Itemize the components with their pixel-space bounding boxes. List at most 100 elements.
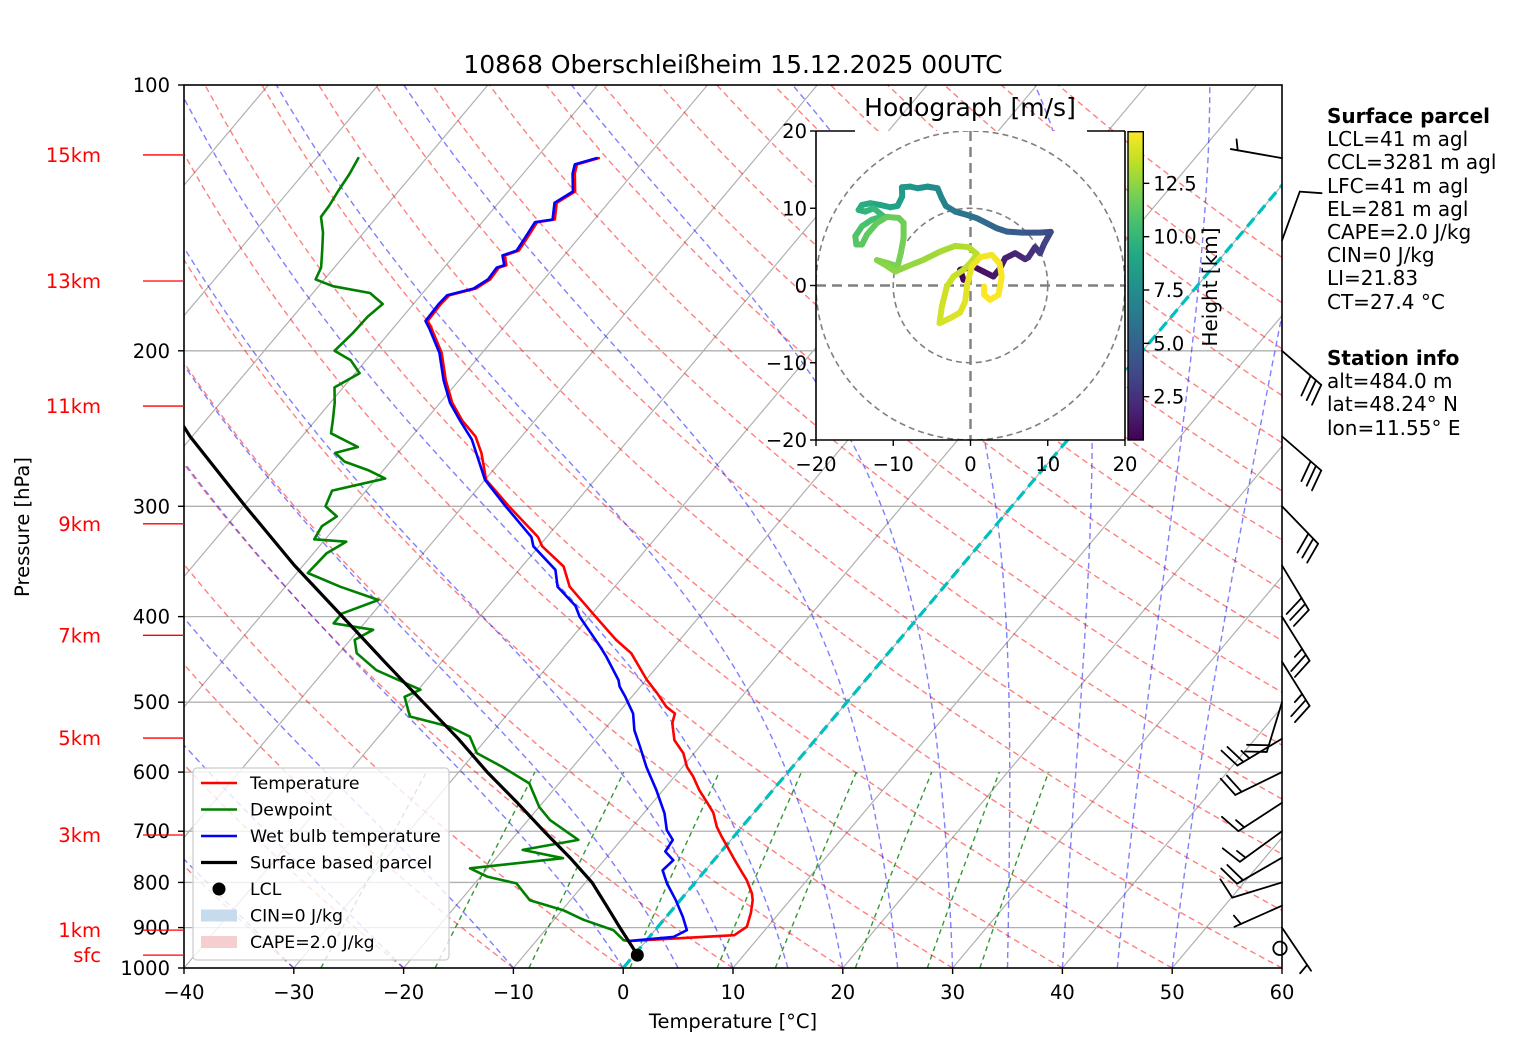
profile-wet-bulb-temperature xyxy=(424,156,689,943)
hodograph-x-tick-label: 10 xyxy=(1035,453,1060,476)
mixing-ratio-line xyxy=(926,771,1000,968)
y-tick-label: 300 xyxy=(133,495,170,518)
wind-barb xyxy=(1281,926,1312,975)
height-marker-label: 9km xyxy=(58,513,101,536)
sounding-profiles xyxy=(184,156,755,962)
wind-barb-shaft xyxy=(1231,881,1283,899)
profile-surface-based-parcel xyxy=(184,423,639,957)
x-tick-label: 40 xyxy=(1050,981,1075,1004)
hodograph-x-tick-label: 0 xyxy=(964,453,976,476)
wind-barb-half xyxy=(1293,693,1304,704)
height-marker-label: 13km xyxy=(46,270,101,293)
hodograph: −20 −10 0 10 20 −20 −10 0 10 20 2.5 5.0 7.5 10.0 12.5 xyxy=(766,120,1197,476)
x-tick-label: 30 xyxy=(940,981,965,1004)
wind-barb-shaft xyxy=(1281,615,1311,662)
dry-adiabat-line xyxy=(184,361,844,968)
legend-item-parcel: Surface based parcel xyxy=(201,854,432,874)
y-tick-label: 500 xyxy=(133,691,170,714)
wind-barb-full xyxy=(1226,864,1244,882)
surface-parcel-lcl: LCL=41 m agl xyxy=(1327,127,1469,152)
moist-adiabat-line xyxy=(184,616,514,968)
colorbar-tick-label: 12.5 xyxy=(1153,172,1196,195)
mixing-ratio-line xyxy=(716,771,803,968)
x-tick-label: −10 xyxy=(493,981,534,1004)
wind-barb xyxy=(1281,564,1310,627)
hodograph-x-tick-label: 20 xyxy=(1113,453,1138,476)
wind-barb-full xyxy=(1294,659,1311,678)
hodograph-segment xyxy=(962,280,971,305)
wind-barb xyxy=(1281,615,1311,678)
y-tick-label: 700 xyxy=(133,820,170,843)
mixing-ratio-line xyxy=(854,771,933,968)
moist-adiabat-line xyxy=(275,85,844,968)
wind-barb-shaft xyxy=(1236,737,1283,767)
legend-label-cape: CAPE=2.0 J/kg xyxy=(250,933,375,953)
colorbar-label: Height [km] xyxy=(1198,227,1222,346)
x-tick-label: 60 xyxy=(1270,981,1295,1004)
wind-barb-full xyxy=(1219,777,1237,796)
legend-label-cin: CIN=0 J/kg xyxy=(250,907,343,927)
x-tick-label: 10 xyxy=(721,981,746,1004)
wind-barb-shaft xyxy=(1265,701,1283,753)
moist-adiabat-line xyxy=(184,96,789,968)
hodograph-plot-area xyxy=(816,131,1125,440)
legend-label-parcel: Surface based parcel xyxy=(250,854,432,874)
wind-barb-shaft xyxy=(1281,660,1311,707)
y-axis-label: Pressure [hPa] xyxy=(11,457,34,597)
wind-barb-full xyxy=(1305,465,1317,487)
x-tick-label: −30 xyxy=(273,981,314,1004)
wind-barb-shaft xyxy=(1281,926,1312,972)
isotherm-line xyxy=(732,314,1282,968)
y-tick-label: 900 xyxy=(133,917,170,940)
wind-barb-full xyxy=(1220,867,1238,885)
station-altitude: alt=484.0 m xyxy=(1327,369,1453,394)
wind-barb-full xyxy=(1292,609,1310,627)
surface-parcel-lfc: LFC=41 m agl xyxy=(1327,173,1469,198)
hodograph-y-tick-label: 10 xyxy=(782,197,807,220)
y-tick-label: 200 xyxy=(133,340,170,363)
hodograph-segment xyxy=(995,273,1005,298)
wind-barb-half xyxy=(1232,914,1242,925)
height-marker-label: 15km xyxy=(46,144,101,167)
dry-adiabat-line xyxy=(261,85,1282,968)
wind-barb-full xyxy=(1306,542,1320,564)
legend-item-temperature: Temperature xyxy=(201,774,359,794)
wind-barb xyxy=(1281,660,1311,724)
surface-parcel-panel: Surface parcel LCL=41 m agl CCL=3281 m a… xyxy=(1327,104,1496,314)
mixing-ratio-line xyxy=(979,771,1050,968)
dry-adiabat-line xyxy=(375,85,1282,855)
surface-parcel-heading: Surface parcel xyxy=(1327,104,1491,128)
legend-label-dewpoint: Dewpoint xyxy=(250,801,332,821)
x-tick-label: −20 xyxy=(383,981,424,1004)
isotherm-line xyxy=(952,575,1282,968)
wind-barb-shaft xyxy=(1281,435,1323,472)
isotherm-line xyxy=(184,85,379,317)
colorbar-tick-label: 2.5 xyxy=(1153,386,1184,409)
wind-barb-full xyxy=(1226,746,1245,763)
moist-adiabat-line xyxy=(184,461,624,968)
dry-adiabat-line xyxy=(184,462,734,968)
wind-barb-full xyxy=(1298,190,1323,195)
wind-barb-full xyxy=(1219,878,1234,899)
station-info-heading: Station info xyxy=(1327,346,1460,370)
x-axis-label: Temperature [°C] xyxy=(648,1010,817,1033)
y-tick-label: 600 xyxy=(133,761,170,784)
legend-item-cin: CIN=0 J/kg xyxy=(201,907,343,927)
wind-barb-full xyxy=(1221,847,1241,863)
legend-frame xyxy=(192,767,450,961)
isotherm-line xyxy=(184,85,489,448)
wind-barb xyxy=(1220,737,1283,767)
calm-wind-circle xyxy=(1272,940,1288,956)
wind-barb-shaft xyxy=(1281,349,1323,386)
wind-barb-half xyxy=(1235,138,1239,152)
height-marker-label: 11km xyxy=(46,395,101,418)
hodograph-y-tick-label: −10 xyxy=(766,352,807,375)
wind-barb-shaft xyxy=(1229,148,1283,159)
wind-barb-full xyxy=(1311,384,1323,406)
wind-barb-full xyxy=(1296,532,1310,554)
wind-barb-full xyxy=(1226,774,1243,793)
dry-adiabat-line xyxy=(318,85,1282,912)
colorbar-tick-label: 10.0 xyxy=(1153,226,1196,249)
wind-barb-full xyxy=(1289,603,1307,621)
